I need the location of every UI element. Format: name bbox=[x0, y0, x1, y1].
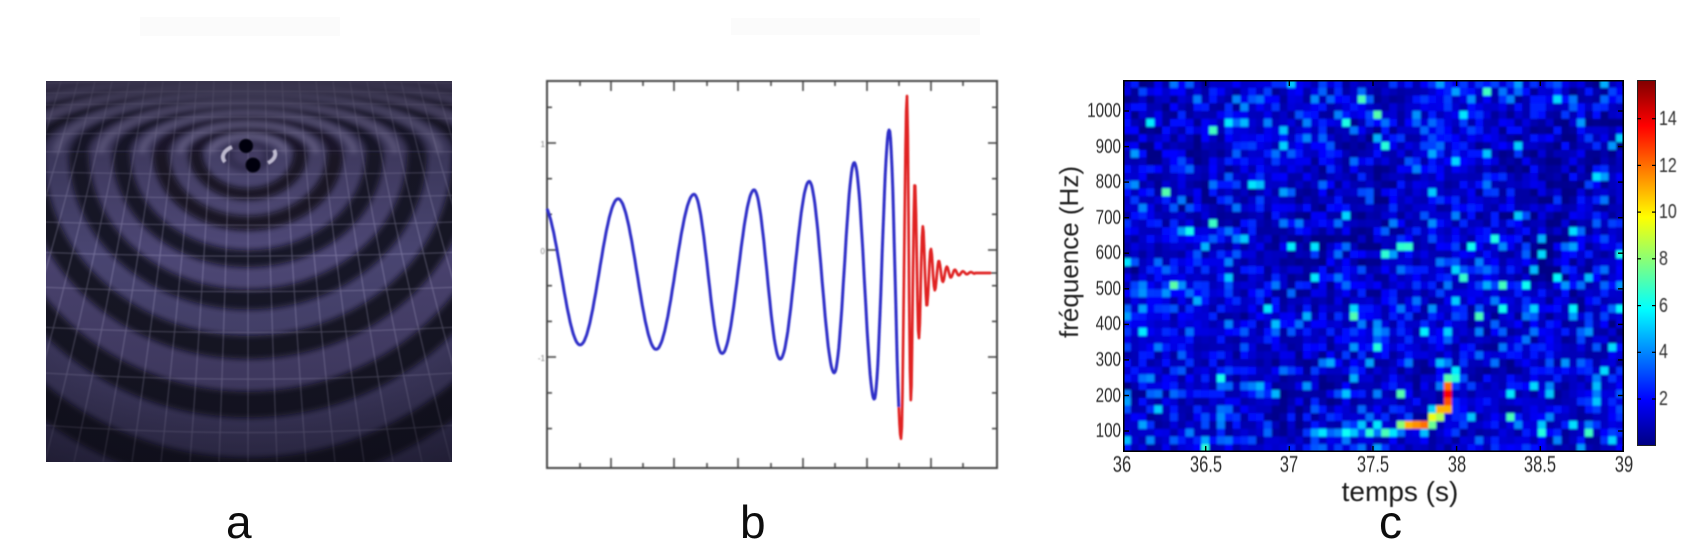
svg-text:0: 0 bbox=[541, 247, 546, 256]
svg-text:1: 1 bbox=[541, 140, 546, 149]
svg-text:-1: -1 bbox=[538, 354, 546, 363]
